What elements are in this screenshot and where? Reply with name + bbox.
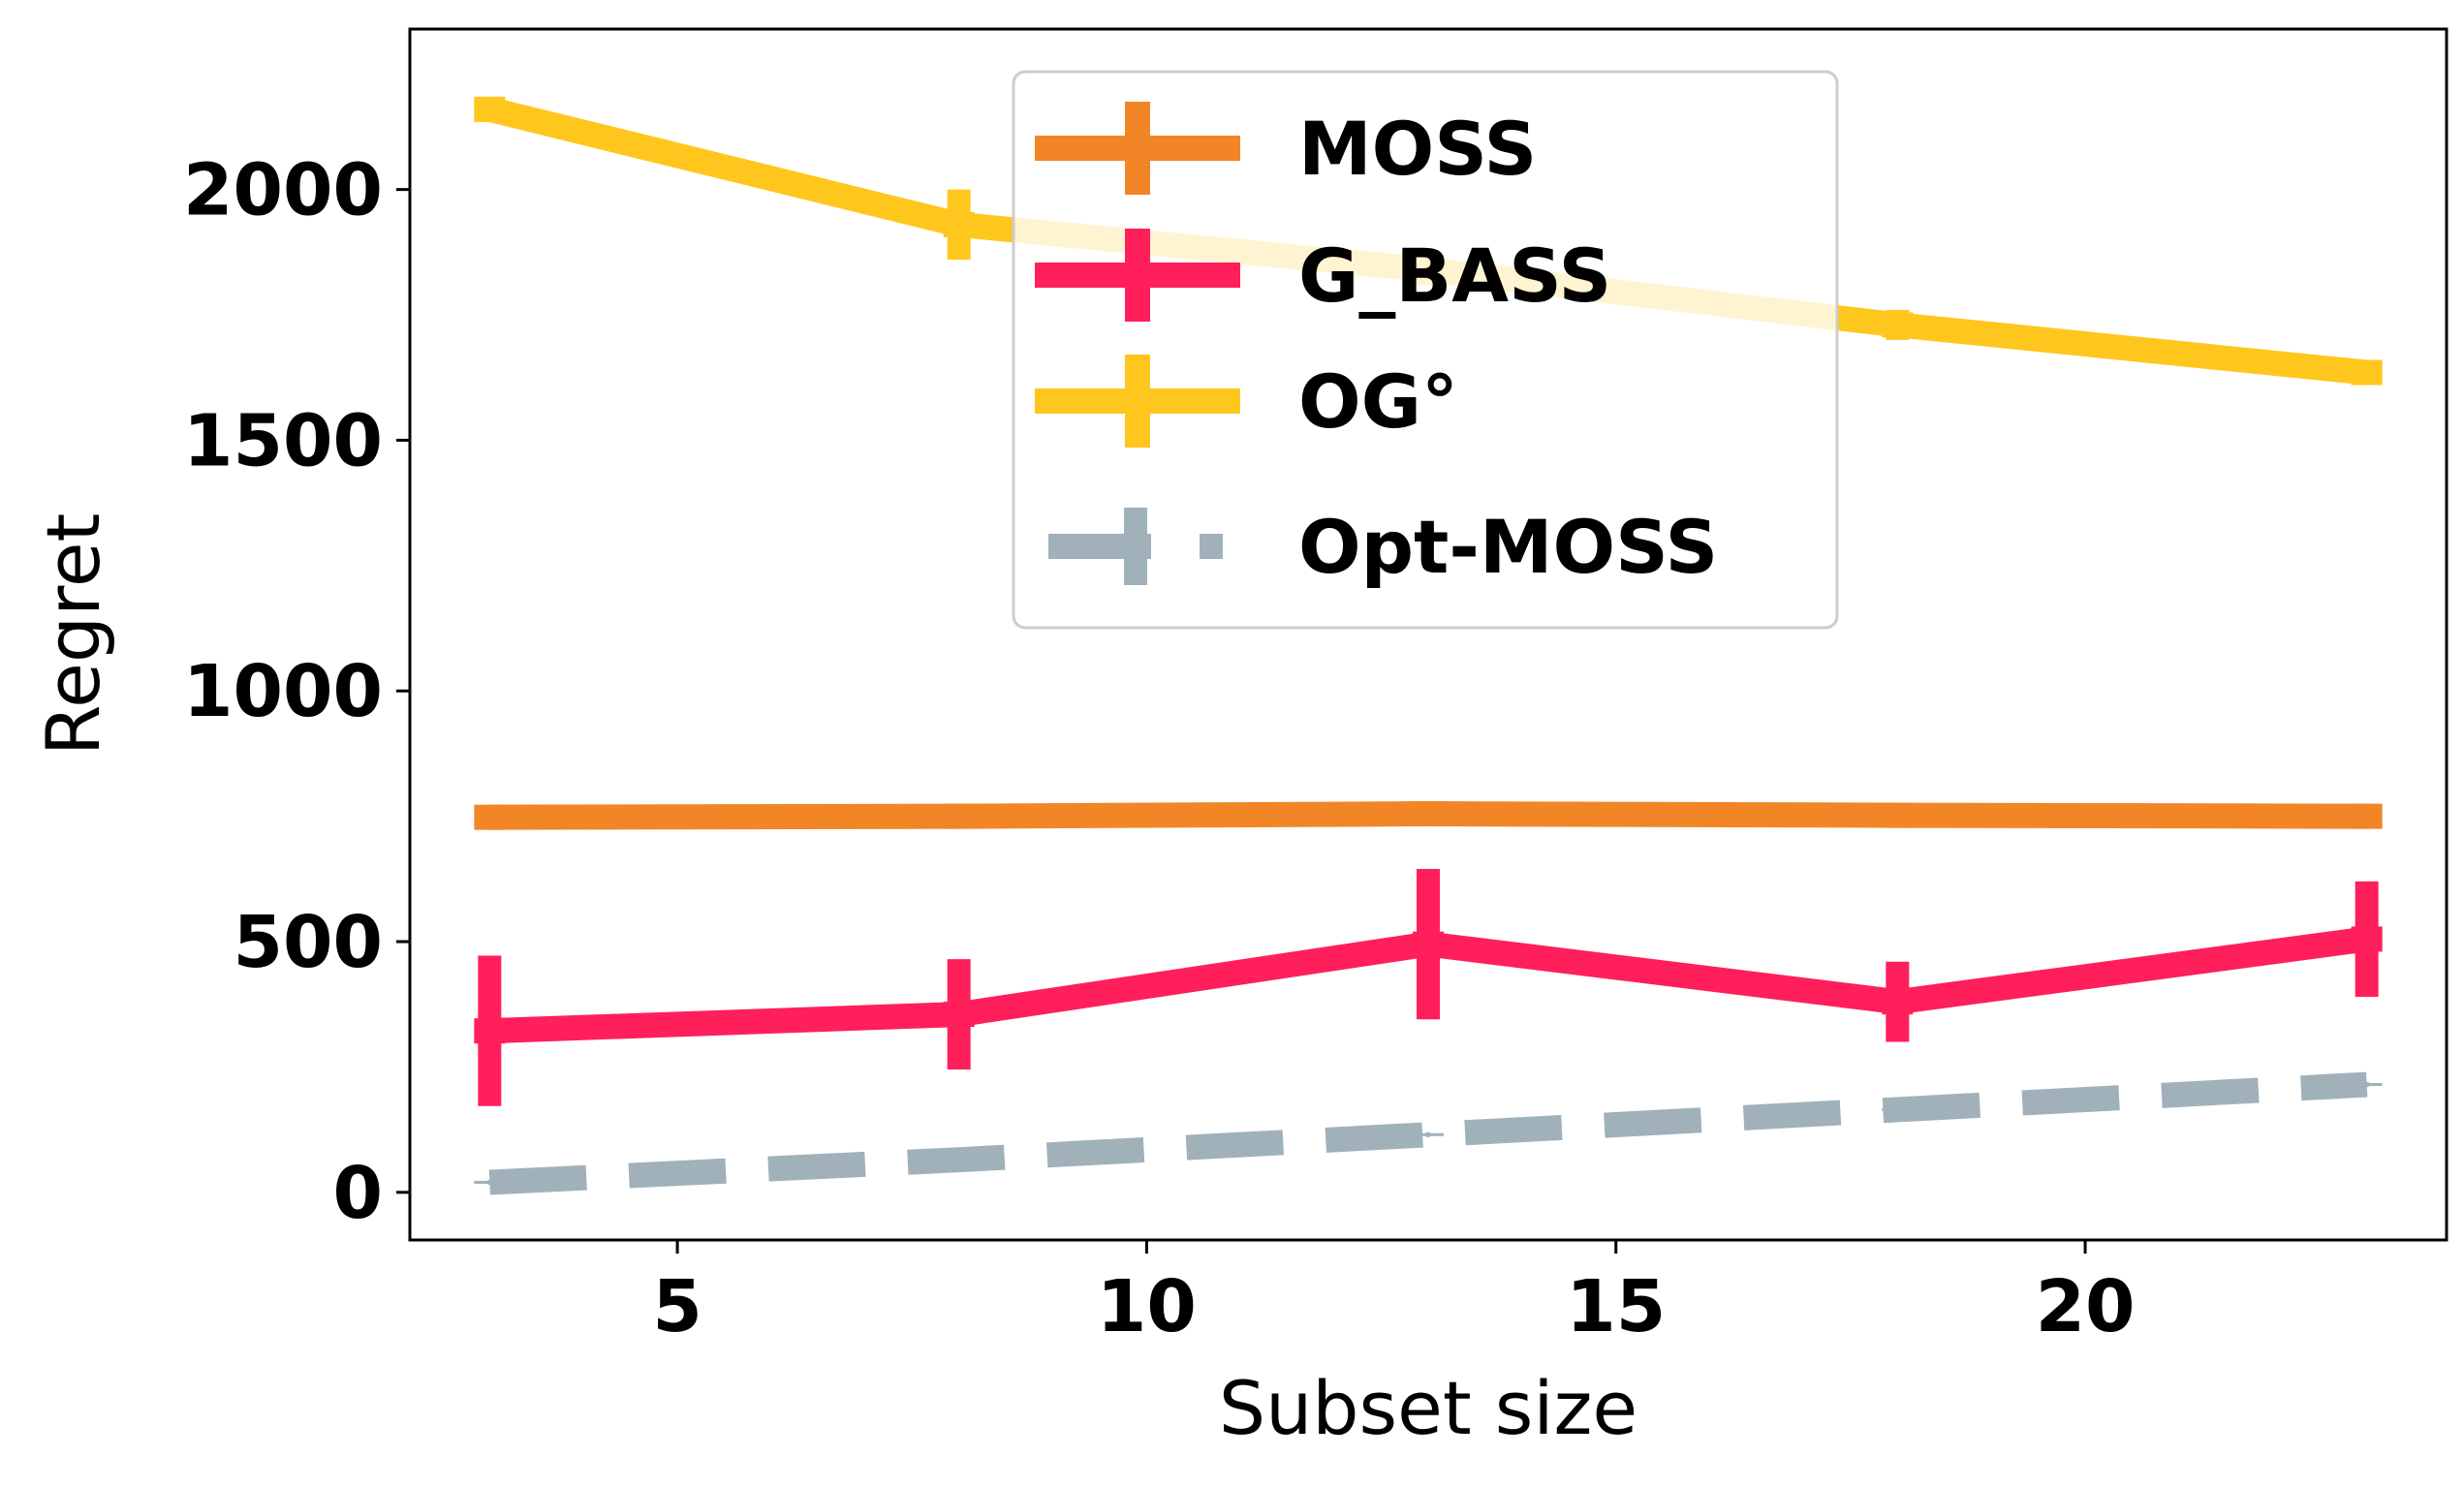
legend-item-og: OG°: [1035, 355, 1458, 448]
data-point: [474, 96, 506, 122]
data-point: [1882, 312, 1914, 338]
y-tick-label: 2000: [183, 149, 383, 232]
series-line-opt-moss: [488, 1071, 2368, 1195]
data-point: [1882, 989, 1914, 1015]
data-point: [474, 1018, 506, 1044]
legend-label: OG°: [1298, 358, 1458, 445]
legend-label: G_BASS: [1298, 232, 1611, 319]
y-tick-label: 1000: [183, 650, 383, 733]
x-tick-label: 5: [652, 1265, 702, 1348]
series-opt-moss: [474, 1071, 2383, 1195]
data-point: [1413, 801, 1444, 827]
data-point: [2351, 803, 2383, 829]
x-tick-label: 15: [1566, 1265, 1666, 1348]
series-layer: [474, 96, 2383, 1195]
legend-box: [1012, 70, 1839, 630]
y-tick-label: 0: [333, 1152, 384, 1235]
data-point: [943, 211, 975, 237]
plot-frame: [408, 27, 2448, 1242]
x-tick-label: 20: [2036, 1265, 2136, 1348]
y-axis-label: Regret: [30, 513, 116, 757]
data-point: [943, 1002, 975, 1028]
data-point: [2351, 926, 2383, 952]
data-point: [474, 804, 506, 830]
y-tick-label: 500: [234, 901, 383, 984]
data-point: [943, 803, 975, 829]
legend: MOSS G_BASS OG° Opt-MOSS: [1012, 70, 1839, 630]
x-axis-label: Subset size: [1219, 1365, 1637, 1451]
series-g-bass: [474, 868, 2383, 1106]
legend-item-g-bass: G_BASS: [1035, 229, 1611, 322]
series-moss: [474, 801, 2383, 830]
data-point: [1413, 931, 1444, 957]
data-point: [1882, 802, 1914, 828]
x-tick-label: 10: [1097, 1265, 1197, 1348]
legend-label: MOSS: [1298, 106, 1537, 192]
legend-label: Opt-MOSS: [1298, 504, 1718, 590]
data-point: [2351, 359, 2383, 386]
axes-layer: 5 10 15 20 0 500 1000 1500 2000: [183, 149, 2136, 1348]
legend-item-moss: MOSS: [1035, 102, 1537, 195]
legend-item-opt-moss: Opt-MOSS: [1048, 504, 1718, 590]
y-tick-label: 1500: [183, 399, 383, 482]
